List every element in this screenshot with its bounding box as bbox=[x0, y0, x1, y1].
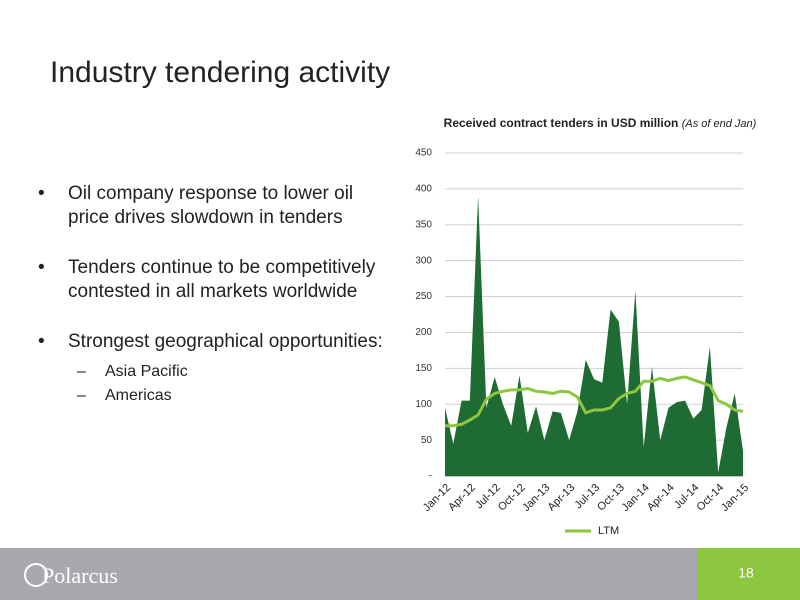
y-tick-label: 100 bbox=[415, 399, 432, 410]
x-tick-label: Jan-13 bbox=[520, 482, 552, 514]
chart-title: Received contract tenders in USD million bbox=[444, 116, 679, 130]
bullet-marker: – bbox=[77, 363, 86, 380]
bullet-text: Oil company response to lower oil price … bbox=[68, 183, 354, 228]
bullet-text: Strongest geographical opportunities: bbox=[68, 331, 383, 352]
x-tick-label: Jan-12 bbox=[421, 482, 453, 514]
bullet: • Tenders continue to be competitively co… bbox=[38, 256, 398, 304]
y-tick-label: 350 bbox=[415, 219, 432, 230]
chart-subtitle: (As of end Jan) bbox=[682, 118, 757, 130]
sub-bullet: – Asia Pacific bbox=[77, 360, 398, 384]
bullet-text: Tenders continue to be competitively con… bbox=[68, 257, 376, 302]
bullet: • Strongest geographical opportunities: bbox=[38, 330, 398, 354]
y-tick-label: - bbox=[429, 471, 432, 482]
sub-bullet: – Americas bbox=[77, 384, 398, 408]
bullet-marker: • bbox=[38, 183, 45, 204]
bullet-marker: • bbox=[38, 257, 45, 278]
bullet-list: • Oil company response to lower oil price… bbox=[38, 182, 398, 408]
bullet-marker: – bbox=[77, 387, 86, 404]
x-tick-label: Jan-14 bbox=[620, 482, 652, 514]
y-tick-label: 400 bbox=[415, 184, 432, 195]
area bbox=[445, 196, 743, 477]
bullet-text: Asia Pacific bbox=[105, 363, 188, 380]
x-tick-label: Jan-15 bbox=[719, 482, 751, 514]
chart-title-group: Received contract tenders in USD million… bbox=[444, 116, 757, 130]
x-tick-label: Apr-12 bbox=[446, 482, 478, 514]
logo: Polarcus bbox=[42, 563, 118, 588]
y-tick-label: 200 bbox=[415, 327, 432, 338]
bullet-text: Americas bbox=[105, 387, 172, 404]
page-number: 18 bbox=[738, 565, 754, 581]
y-tick-label: 300 bbox=[415, 255, 432, 266]
y-tick-label: 450 bbox=[415, 148, 432, 159]
y-tick-label: 250 bbox=[415, 291, 432, 302]
line bbox=[445, 375, 744, 428]
x-tick-label: Apr-14 bbox=[645, 482, 677, 514]
legend-label: LTM bbox=[598, 525, 619, 537]
x-tick-label: Apr-13 bbox=[546, 482, 578, 514]
footer-band bbox=[0, 548, 800, 600]
page-number-box bbox=[697, 548, 800, 600]
slide-title: Industry tendering activity bbox=[50, 56, 391, 89]
y-tick-label: 50 bbox=[421, 435, 433, 446]
y-tick-label: 150 bbox=[415, 363, 432, 374]
logo-mark bbox=[24, 563, 48, 587]
bullet: • Oil company response to lower oil price… bbox=[38, 182, 398, 230]
bullet-marker: • bbox=[38, 331, 45, 352]
